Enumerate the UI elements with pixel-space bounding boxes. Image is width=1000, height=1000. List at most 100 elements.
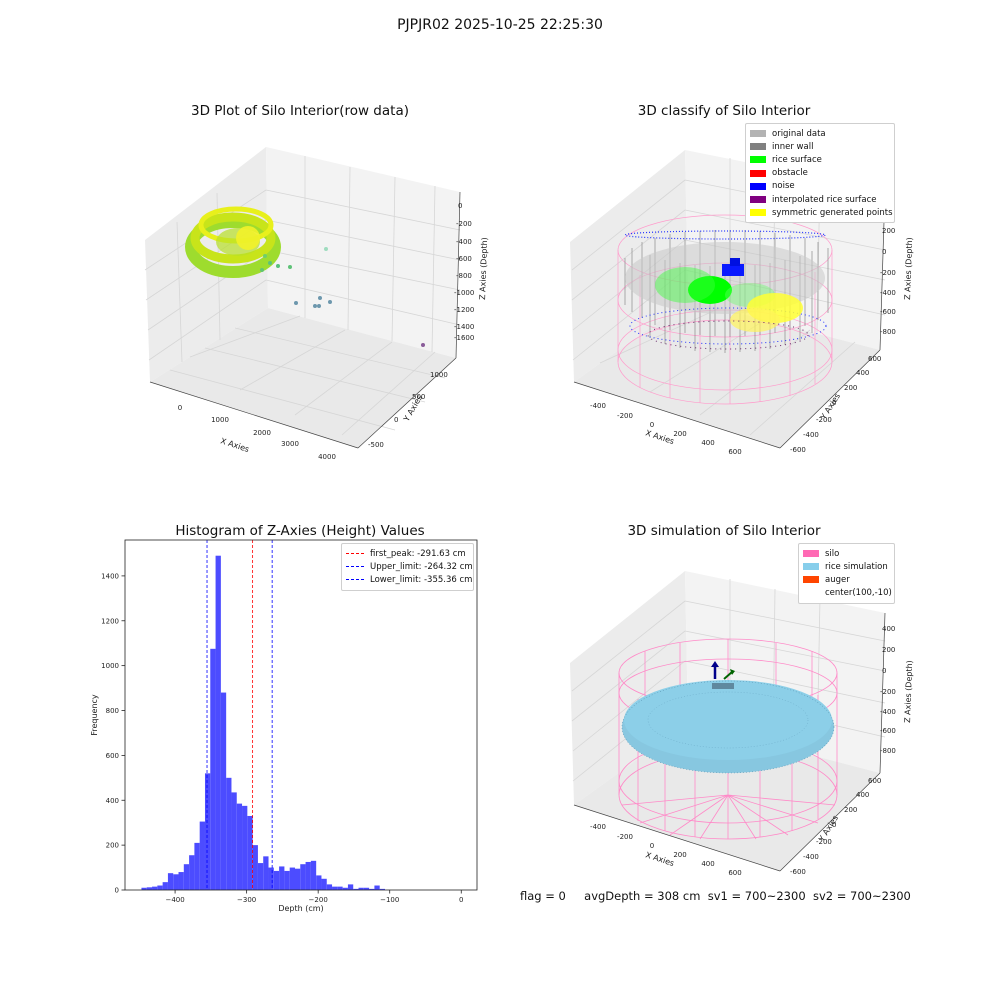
z-ticks: 0 -200 -400 -600 -800 -1000 -1200 -1400 … [454,202,474,342]
histogram-bar [279,866,285,890]
z-tick: -1600 [454,334,474,342]
x-tick-label: −300 [237,896,256,904]
z-tick: -600 [456,255,472,263]
histogram-bar [220,692,227,890]
symmetric-points [730,293,803,332]
y-axis-label: Frequency [90,694,99,736]
legend-label: interpolated rice surface [772,194,877,205]
legend-swatch [750,209,766,217]
auger [711,661,735,689]
x-tick: -200 [617,833,633,841]
histogram-bar [204,773,211,890]
z-tick: -800 [456,272,472,280]
rice-simulation [621,680,835,774]
y-ticks: -600 -400 -200 0 200 400 600 [790,355,881,454]
z-tick: -1200 [454,306,474,314]
histogram-bar [146,887,153,890]
histogram-bar [194,842,200,890]
legend-swatch [750,143,766,151]
y-tick: 400 [856,791,869,799]
y-tick-label: 600 [106,752,119,760]
x-tick: 0 [178,404,182,412]
threshold-lines [206,540,273,890]
x-ticks: 0 1000 2000 3000 4000 [178,404,336,460]
y-tick: 200 [844,806,857,814]
legend-label: symmetric generated points [772,207,893,218]
plot-frame [124,539,478,891]
z-tick: 0 [882,667,886,675]
x-tick: -200 [617,412,633,420]
x-tick: 400 [701,860,714,868]
legend-item: Upper_limit: -264.32 cm [346,560,473,573]
legend-label: Lower_limit: -355.36 cm [370,574,473,585]
histogram-bar [199,821,205,890]
legend-swatch [750,182,766,190]
z-axis-label: Z Axies (Depth) [903,660,914,723]
y-tick-label: 1200 [101,617,119,625]
histogram-bar [183,864,190,890]
z-tick: -600 [880,308,896,316]
histogram-bar [289,867,295,890]
x-tick: -400 [590,402,606,410]
histogram-bar [374,885,380,890]
histogram-bar [353,888,359,890]
histogram-bar [369,888,375,890]
y-tick: 0 [832,399,836,407]
x-tick: 4000 [318,453,336,460]
legend-swatch [750,169,766,177]
y-ticks: -600 -400 -200 0 200 400 600 [790,777,881,876]
y-tick: 400 [856,369,869,377]
legend-swatch [803,550,819,558]
y-tick: -500 [368,441,384,449]
z-tick: 400 [882,625,895,633]
y-tick-label: 200 [106,842,119,850]
histogram-bar [358,887,364,890]
y-ticks: 0 200 400 600 800 1000 1200 1400 [101,572,125,895]
legend-label: rice surface [772,154,822,165]
legend-line [346,553,364,555]
z-ticks: 400 200 0 -200 -400 -600 -800 [880,625,896,755]
panel1-title: 3D Plot of Silo Interior(row data) [191,103,409,119]
noise [624,230,827,345]
x-ticks: -400 -200 0 200 400 600 [590,823,742,877]
legend-item: silo [803,547,888,560]
chart-histogram: −400 −300 −200 −100 0 0 200 400 600 800 1000 1200 1… [90,539,478,913]
legend-swatch [750,130,766,138]
y-tick: 200 [844,384,857,392]
legend-label: first_peak: -291.63 cm [370,548,466,559]
y-ticks: -500 0 500 1000 [368,371,448,449]
avg-depth-text: avgDepth = 308 cm [584,889,701,903]
histogram-bar [300,864,306,890]
panel4-title: 3D simulation of Silo Interior [627,523,821,539]
x-axis-label: X Axies [219,436,250,454]
histogram-bar [332,886,338,890]
histogram-bar [252,845,258,890]
histogram-bar [173,874,179,890]
legend-item: inner wall [750,140,888,153]
y-tick-label: 800 [106,707,119,715]
legend-swatch [750,156,766,164]
legend-item: center(100,-10) [803,587,892,600]
z-tick: 200 [882,646,895,654]
legend-item: auger [803,573,888,586]
histogram-bar [294,868,301,890]
y-tick: 500 [412,393,425,401]
y-tick: -200 [816,838,832,846]
z-axis-label: Z Axies (Depth) [478,237,489,300]
histogram-bar [226,777,232,890]
legend-item: rice simulation [803,560,888,573]
x-tick: 0 [650,421,654,429]
chart-raw-3d: 0 1000 2000 3000 4000 X Axies -500 0 500… [144,147,489,460]
y-tick-label: 400 [106,797,119,805]
x-tick: 200 [673,851,686,859]
legend-item: noise [750,180,888,193]
z-tick: 0 [882,248,886,256]
histogram-bar [247,815,253,890]
legend-swatch [750,196,766,204]
histogram-legend: first_peak: -291.63 cm Upper_limit: -264… [341,543,474,591]
y-tick: 1000 [430,371,448,379]
legend-label: auger [825,574,850,585]
histogram-bar [321,878,327,890]
legend-label: rice simulation [825,561,888,572]
histogram-bar [189,855,195,890]
